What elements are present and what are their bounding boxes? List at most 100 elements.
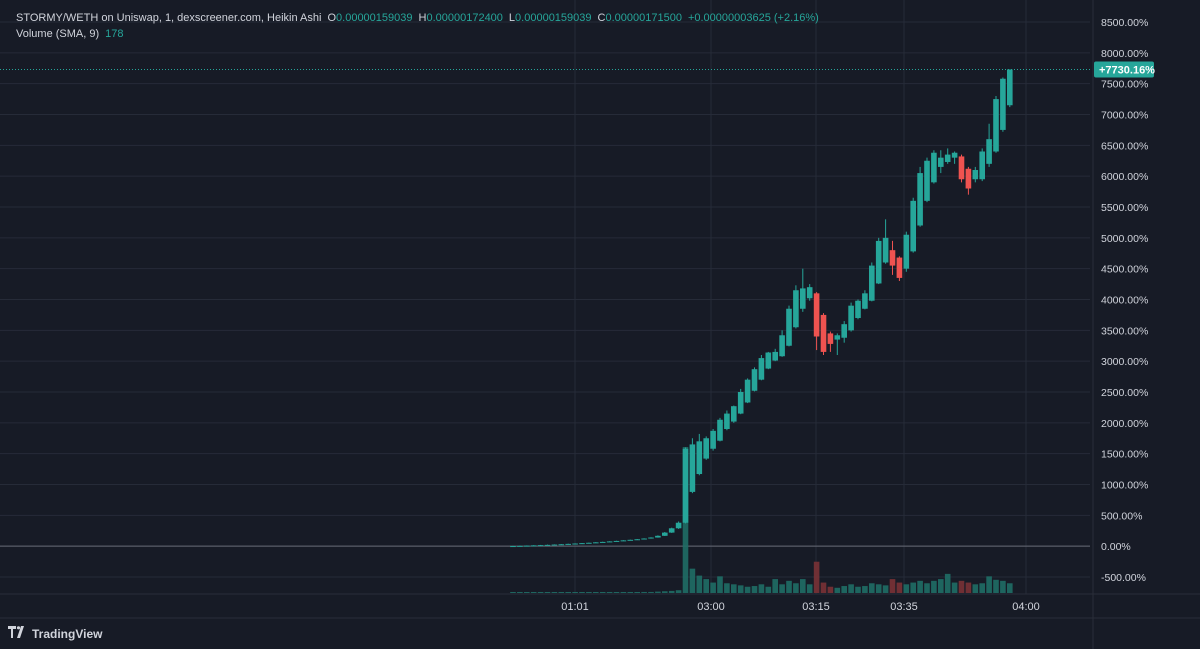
volume-row: Volume (SMA, 9) 178 [16, 26, 819, 42]
candle-body [599, 541, 606, 543]
volume-bar [875, 584, 882, 593]
volume-bar [869, 583, 875, 593]
y-tick-label: 0.00% [1101, 541, 1131, 553]
candle-body [820, 314, 827, 352]
volume-bar [951, 582, 958, 593]
candle-body [524, 545, 530, 547]
candle-body [841, 324, 847, 338]
y-tick-label: 6500.00% [1101, 140, 1148, 152]
volume-bar [1007, 583, 1013, 593]
volume-bar [662, 591, 668, 593]
candle-body [751, 369, 758, 391]
candle-body [813, 293, 820, 337]
volume-bar [965, 582, 972, 593]
symbol-title[interactable]: STORMY/WETH on Uniswap, 1, dexscreener.c… [16, 12, 322, 24]
volume-bar [517, 592, 523, 593]
volume-bar [675, 590, 682, 593]
candle-body [944, 154, 951, 162]
y-tick-label: 8500.00% [1101, 17, 1148, 29]
candle-body [579, 543, 585, 545]
candle-body [772, 351, 778, 361]
volume-bar [910, 582, 916, 593]
volume-value: 178 [105, 28, 124, 40]
candle-body [551, 544, 558, 546]
candle-body [806, 287, 813, 299]
volume-bar [655, 591, 661, 593]
candle-body [827, 333, 834, 344]
close-label: C [597, 12, 606, 24]
volume-bar [524, 592, 530, 593]
candle-body [731, 406, 737, 422]
y-tick-label: 6000.00% [1101, 171, 1148, 183]
tradingview-brand[interactable]: TradingView [8, 626, 102, 641]
candle-body [620, 540, 627, 542]
x-tick-label: 04:00 [1012, 601, 1040, 613]
candle-body [689, 444, 696, 492]
volume-bar [841, 586, 847, 593]
x-tick-label: 03:00 [697, 601, 725, 613]
volume-bar [544, 592, 551, 593]
volume-bar [1000, 580, 1006, 593]
candle-body [627, 539, 634, 541]
tradingview-logo-icon [8, 626, 28, 641]
volume-bar [993, 579, 999, 593]
close-value: 0.00000171500 [605, 12, 682, 24]
candle-body [951, 152, 958, 158]
volume-bar [586, 592, 592, 593]
y-tick-label: 1500.00% [1101, 449, 1148, 461]
high-label: H [418, 12, 427, 24]
volume-bar [696, 575, 703, 593]
volume-bar [972, 584, 979, 593]
volume-bar [944, 573, 951, 593]
candle-body [993, 99, 999, 152]
volume-bar [986, 576, 992, 593]
candle-body [1000, 78, 1006, 130]
volume-bar [558, 592, 565, 593]
candle-body [889, 250, 896, 266]
candle-body [848, 305, 854, 331]
y-tick-label: 3000.00% [1101, 356, 1148, 368]
brand-name: TradingView [32, 626, 103, 641]
volume-bar [737, 585, 744, 593]
volume-bar [668, 590, 675, 593]
volume-bar [613, 592, 620, 593]
y-tick-label: 2500.00% [1101, 387, 1148, 399]
candle-body [634, 539, 640, 541]
volume-bar [882, 585, 889, 593]
volume-bar [765, 586, 772, 593]
candle-body [924, 160, 930, 201]
candle-body [931, 152, 937, 183]
low-label: L [508, 12, 516, 24]
volume-bar [806, 584, 813, 593]
volume-bar [744, 586, 751, 593]
volume-bar [641, 591, 647, 593]
candle-body [710, 430, 716, 449]
price-tag-background [1094, 61, 1154, 78]
price-tag-label: +7730.16% [1099, 64, 1155, 76]
y-tick-label: 5000.00% [1101, 233, 1148, 245]
candle-body [869, 265, 875, 301]
volume-label[interactable]: Volume (SMA, 9) [16, 28, 100, 40]
volume-bar [648, 591, 654, 593]
candles [510, 69, 1013, 548]
x-tick-label: 03:15 [802, 601, 830, 613]
volume-bar [979, 583, 985, 593]
candle-body [779, 335, 785, 357]
candle-body [558, 544, 565, 546]
candle-body [510, 546, 516, 548]
candle-body [965, 168, 972, 189]
change-value: +0.00000003625 (+2.16%) [687, 12, 819, 24]
candle-body [572, 543, 578, 545]
high-value: 0.00000172400 [426, 12, 503, 24]
volume-bar [903, 584, 910, 593]
candle-body [958, 156, 965, 180]
candle-body [724, 413, 730, 429]
candle-body [1007, 69, 1013, 106]
volume-bar [703, 579, 709, 593]
candle-body [793, 290, 799, 328]
candle-body [648, 537, 654, 539]
volume-bar [779, 584, 785, 593]
